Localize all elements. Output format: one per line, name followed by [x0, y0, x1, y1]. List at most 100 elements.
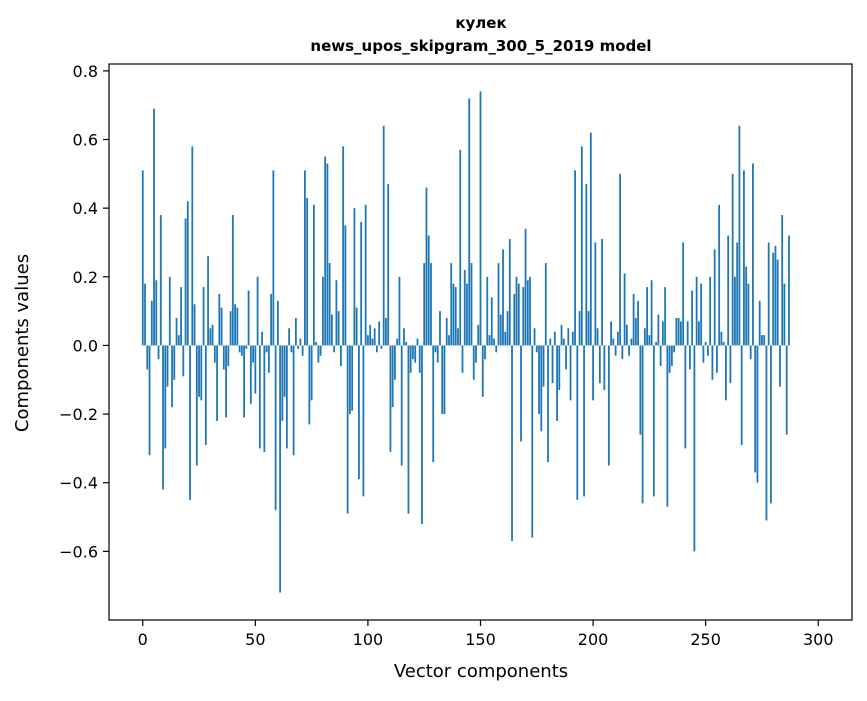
bar-155 [491, 297, 493, 345]
y-tick-label: 0.6 [73, 131, 98, 150]
bar-277 [766, 345, 768, 520]
bar-71 [302, 345, 304, 355]
bar-59 [275, 345, 277, 510]
bar-22 [191, 146, 193, 345]
bar-177 [540, 345, 542, 431]
bar-209 [612, 339, 614, 346]
bar-154 [489, 335, 491, 345]
bar-215 [626, 325, 628, 346]
bar-193 [576, 345, 578, 499]
bar-95 [356, 308, 358, 346]
bar-210 [615, 345, 617, 355]
bar-11 [167, 345, 169, 386]
bar-160 [502, 249, 504, 345]
bar-226 [651, 280, 653, 345]
bar-112 [394, 345, 396, 379]
bar-257 [721, 332, 723, 346]
bar-249 [703, 345, 705, 362]
bar-246 [696, 277, 698, 346]
bar-265 [739, 126, 741, 346]
bar-98 [363, 345, 365, 496]
bar-63 [284, 345, 286, 396]
bar-189 [567, 328, 569, 345]
bar-207 [608, 345, 610, 465]
bar-244 [691, 291, 693, 346]
bar-104 [376, 345, 378, 352]
bar-192 [574, 170, 576, 345]
bar-255 [716, 345, 718, 372]
bar-3 [149, 345, 151, 455]
bar-235 [671, 345, 673, 366]
bar-58 [272, 170, 274, 345]
bar-94 [354, 208, 356, 345]
bar-175 [536, 345, 538, 352]
bar-84 [331, 315, 333, 346]
bar-159 [500, 315, 502, 346]
bar-256 [718, 205, 720, 346]
y-tick-label: 0.8 [73, 62, 98, 81]
y-tick-label: 0.0 [73, 336, 98, 355]
bar-251 [707, 345, 709, 355]
bar-164 [511, 345, 513, 541]
bar-36 [223, 345, 225, 369]
bar-39 [230, 311, 232, 345]
bar-254 [714, 249, 716, 345]
bar-186 [561, 325, 563, 346]
bar-151 [482, 345, 484, 396]
bar-280 [772, 253, 774, 346]
bar-228 [655, 342, 657, 345]
bar-271 [752, 164, 754, 346]
bar-65 [288, 328, 290, 345]
bar-129 [432, 345, 434, 462]
y-tick-label: 0.4 [73, 199, 98, 218]
bar-284 [781, 215, 783, 345]
bar-45 [243, 345, 245, 417]
bar-130 [435, 345, 437, 352]
bar-211 [617, 332, 619, 346]
bar-270 [750, 345, 752, 359]
bar-128 [430, 263, 432, 345]
x-tick-label: 200 [578, 630, 609, 649]
bar-241 [684, 345, 686, 448]
bar-138 [453, 284, 455, 346]
bar-217 [630, 339, 632, 346]
bar-54 [263, 345, 265, 451]
bar-240 [682, 242, 684, 345]
bar-282 [777, 260, 779, 346]
bar-140 [457, 328, 459, 345]
bar-79 [320, 345, 322, 355]
bar-263 [734, 277, 736, 346]
y-tick-label: 0.2 [73, 268, 98, 287]
bar-62 [281, 345, 283, 421]
bar-264 [736, 242, 738, 345]
bar-16 [178, 335, 180, 345]
bar-163 [509, 239, 511, 345]
bar-258 [723, 342, 725, 345]
bar-139 [455, 287, 457, 345]
bar-37 [225, 345, 227, 417]
bar-12 [169, 277, 171, 346]
bar-178 [543, 345, 545, 386]
bar-148 [475, 345, 477, 362]
bar-190 [570, 345, 572, 400]
bar-179 [545, 263, 547, 345]
bar-14 [173, 345, 175, 379]
bar-133 [441, 345, 443, 414]
bar-121 [414, 345, 416, 362]
bar-69 [297, 345, 299, 348]
bar-81 [324, 157, 326, 346]
bar-68 [295, 318, 297, 345]
bar-17 [180, 287, 182, 345]
bar-76 [313, 205, 315, 346]
bar-167 [518, 284, 520, 346]
bar-92 [349, 345, 351, 414]
bar-268 [745, 266, 747, 345]
x-tick-label: 250 [690, 630, 721, 649]
bar-75 [311, 345, 313, 400]
bar-231 [662, 321, 664, 345]
bar-19 [185, 218, 187, 345]
bar-70 [299, 339, 301, 346]
bar-238 [678, 318, 680, 345]
bar-245 [693, 345, 695, 551]
bar-2 [146, 345, 148, 369]
